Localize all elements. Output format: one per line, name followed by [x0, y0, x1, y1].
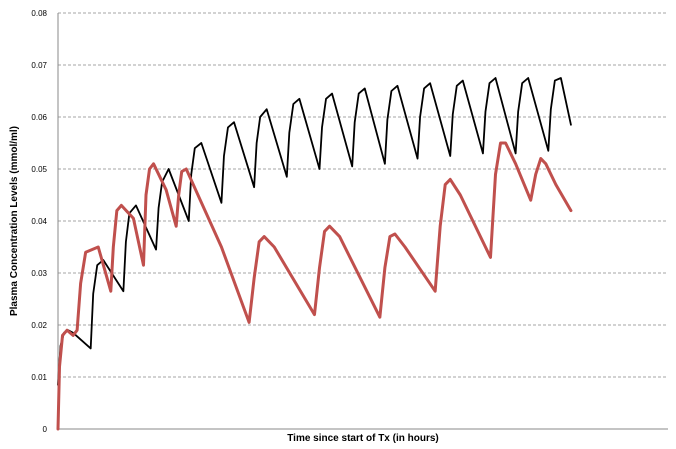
y-tick-label: 0.06	[31, 113, 47, 122]
series-line-2	[56, 141, 573, 431]
x-axis-title: Time since start of Tx (in hours)	[287, 433, 439, 444]
y-tick-label: 0.08	[31, 9, 47, 18]
y-tick-label: 0.07	[31, 61, 47, 70]
series-layer	[56, 77, 573, 431]
y-tick-label: 0.01	[31, 373, 47, 382]
grid-lines	[58, 12, 668, 378]
series-line-1	[57, 77, 572, 386]
y-tick-labels: 0 0.01 0.02 0.03 0.04 0.05 0.06 0.07 0.08	[31, 9, 47, 434]
y-tick-label: 0.02	[31, 321, 47, 330]
y-tick-label: 0	[43, 425, 48, 434]
y-axis-title: Plasma Concentration Levels (mmol/ml)	[9, 126, 20, 316]
y-tick-label: 0.04	[31, 217, 47, 226]
y-tick-label: 0.05	[31, 165, 47, 174]
y-tick-label: 0.03	[31, 269, 47, 278]
